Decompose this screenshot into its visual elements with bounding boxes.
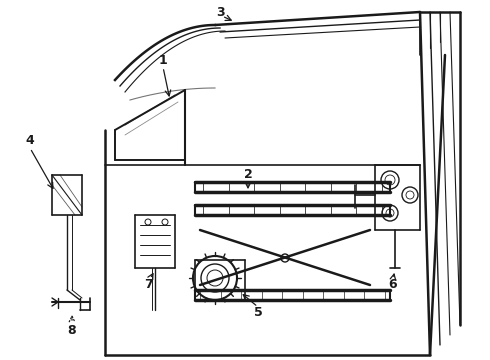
Text: 1: 1: [159, 54, 168, 67]
Text: 3: 3: [216, 5, 224, 18]
Text: 7: 7: [144, 279, 152, 292]
Circle shape: [382, 205, 398, 221]
Text: 8: 8: [68, 324, 76, 337]
Circle shape: [381, 171, 399, 189]
Circle shape: [193, 256, 237, 300]
Text: 4: 4: [25, 134, 34, 147]
Text: 5: 5: [254, 306, 262, 320]
Text: 6: 6: [389, 279, 397, 292]
Circle shape: [281, 254, 289, 262]
Circle shape: [402, 187, 418, 203]
Text: 2: 2: [244, 168, 252, 181]
